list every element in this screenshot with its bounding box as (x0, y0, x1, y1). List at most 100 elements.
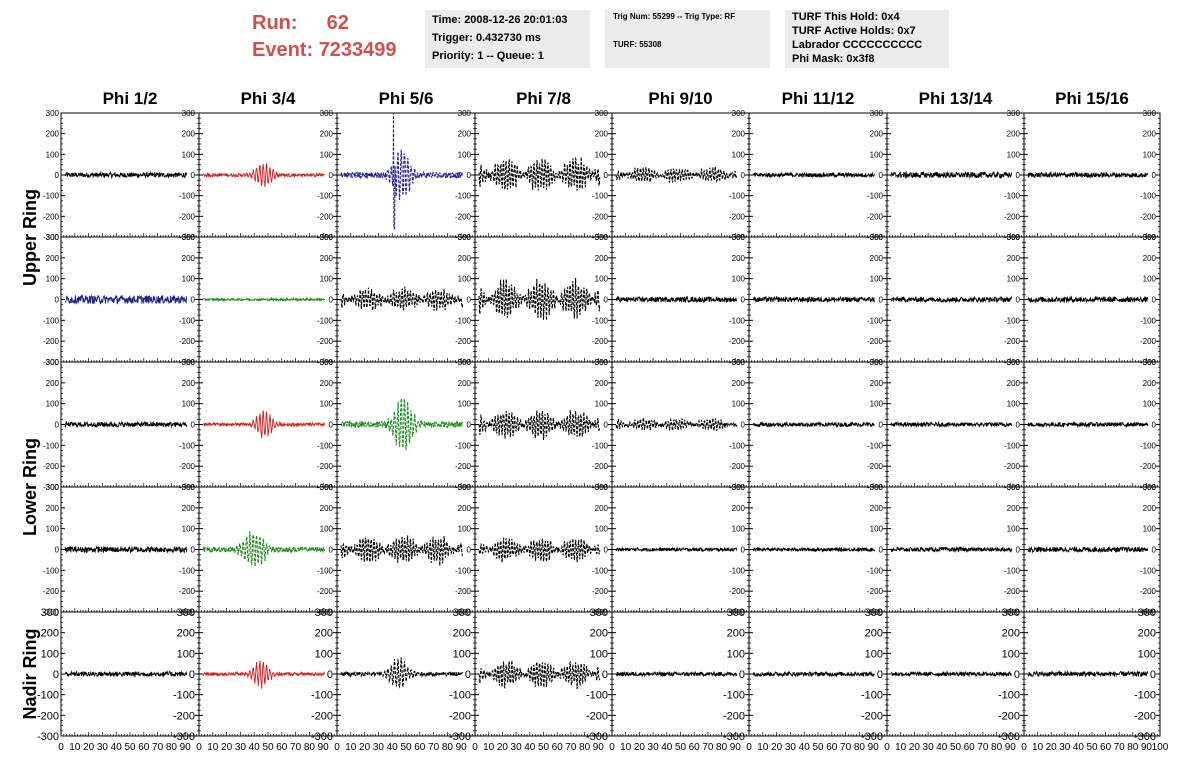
y-tick-label: -200 (867, 337, 884, 346)
x-tick-label: 0 (472, 742, 478, 753)
y-tick-label: -100 (179, 441, 196, 450)
y-tick-label: 300 (320, 233, 334, 242)
y-tick-label: 100 (595, 400, 609, 409)
y-tick-label: 100 (1007, 525, 1021, 534)
x-tick-label: 20 (359, 742, 371, 753)
turf-active-holds-line: TURF Active Holds: 0x7 (792, 25, 916, 37)
y-tick-label: 0 (1152, 421, 1157, 430)
y-tick-label: 300 (1143, 358, 1157, 367)
y-tick-label: -100 (729, 566, 746, 575)
waveform-series (202, 531, 326, 567)
y-tick-label: 100 (46, 400, 60, 409)
y-tick-label: 300 (870, 233, 884, 242)
y-tick-label: 300 (595, 109, 609, 118)
y-tick-label: -100 (317, 566, 334, 575)
y-tick-label: -200 (867, 587, 884, 596)
x-tick-label: 10 (207, 742, 219, 753)
y-tick-label: 0 (1016, 171, 1021, 180)
x-tick-label: 20 (909, 742, 921, 753)
x-tick-label: 30 (1059, 742, 1071, 753)
y-tick-label: -100 (592, 316, 609, 325)
x-tick-label: 60 (826, 742, 838, 753)
y-tick-label: 100 (320, 525, 334, 534)
y-tick-label: 200 (590, 628, 608, 640)
y-tick-label: -100 (867, 192, 884, 201)
x-tick-label: 60 (552, 742, 564, 753)
y-tick-label: 0 (1014, 669, 1020, 681)
x-tick-label: 60 (1100, 742, 1112, 753)
x-tick-label: 50 (1086, 742, 1098, 753)
y-tick-label: 0 (467, 421, 472, 430)
y-tick-label: 200 (46, 379, 60, 388)
y-tick-label: 100 (177, 648, 195, 660)
y-tick-label: -100 (179, 566, 196, 575)
y-tick-label: 200 (1007, 130, 1021, 139)
waveform-series (1027, 669, 1149, 678)
y-tick-label: 100 (870, 275, 884, 284)
y-tick-label: 300 (1138, 607, 1156, 619)
y-tick-label: 300 (453, 607, 471, 619)
phi-mask-line: Phi Mask: 0x3f8 (792, 53, 875, 65)
y-tick-label: 200 (732, 379, 746, 388)
priority-line: Priority: 1 -- Queue: 1 (432, 50, 544, 62)
x-tick-label: 70 (152, 742, 164, 753)
y-tick-label: 300 (458, 233, 472, 242)
y-tick-label: -100 (1004, 192, 1021, 201)
y-tick-label: 200 (458, 254, 472, 263)
labrador-line: Labrador CCCCCCCCCC (792, 39, 923, 51)
y-tick-label: 300 (458, 483, 472, 492)
y-tick-label: -100 (592, 441, 609, 450)
y-tick-label: -100 (179, 192, 196, 201)
y-tick-label: -200 (867, 212, 884, 221)
x-tick-label: 10 (345, 742, 357, 753)
x-tick-label: 80 (579, 742, 591, 753)
y-tick-label: -100 (43, 566, 60, 575)
y-tick-label: 300 (46, 109, 60, 118)
x-tick-label: 50 (400, 742, 412, 753)
waveform-series (615, 417, 738, 432)
waveform-series (890, 670, 1012, 678)
x-tick-label: 30 (923, 742, 935, 753)
x-tick-label: 80 (166, 742, 178, 753)
y-tick-label: 0 (327, 669, 333, 681)
y-tick-label: 200 (1007, 254, 1021, 263)
trigger-line: Trigger: 0.432730 ms (432, 32, 541, 44)
x-tick-label: 20 (83, 742, 95, 753)
y-tick-label: 0 (1152, 546, 1157, 555)
y-tick-label: -100 (455, 441, 472, 450)
y-tick-label: 100 (315, 648, 333, 660)
y-tick-label: 100 (1143, 525, 1157, 534)
waveform-series (1027, 421, 1149, 429)
y-tick-label: 300 (590, 607, 608, 619)
y-tick-label: 100 (182, 525, 196, 534)
waveform-series (340, 286, 464, 311)
x-tick-label: 40 (111, 742, 123, 753)
column-header: Phi 9/10 (648, 89, 712, 108)
y-tick-label: 300 (1143, 483, 1157, 492)
column-header: Phi 15/16 (1055, 89, 1129, 108)
y-tick-label: 100 (46, 150, 60, 159)
y-tick-label: 300 (595, 483, 609, 492)
y-tick-label: 100 (590, 648, 608, 660)
y-tick-label: 300 (1143, 233, 1157, 242)
y-tick-label: 0 (55, 171, 60, 180)
y-tick-label: -200 (1004, 462, 1021, 471)
y-tick-label: -100 (729, 192, 746, 201)
y-tick-label: 100 (870, 525, 884, 534)
x-tick-label: 40 (1073, 742, 1085, 753)
y-tick-label: 300 (732, 358, 746, 367)
y-tick-label: -100 (867, 316, 884, 325)
y-tick-label: -200 (1140, 587, 1157, 596)
y-tick-label: 100 (41, 648, 59, 660)
y-tick-label: -300 (43, 608, 60, 617)
y-tick-label: 0 (191, 421, 196, 430)
y-tick-label: 0 (879, 296, 884, 305)
y-tick-label: -100 (1134, 690, 1156, 702)
column-header: Phi 7/8 (516, 89, 571, 108)
y-tick-label: -300 (998, 731, 1020, 743)
y-tick-label: 0 (604, 546, 609, 555)
x-tick-label: 30 (785, 742, 797, 753)
run-event-block: Run: 62 Event: 7233499 (252, 10, 397, 64)
y-tick-label: -200 (173, 710, 195, 722)
x-tick-label: 50 (812, 742, 824, 753)
